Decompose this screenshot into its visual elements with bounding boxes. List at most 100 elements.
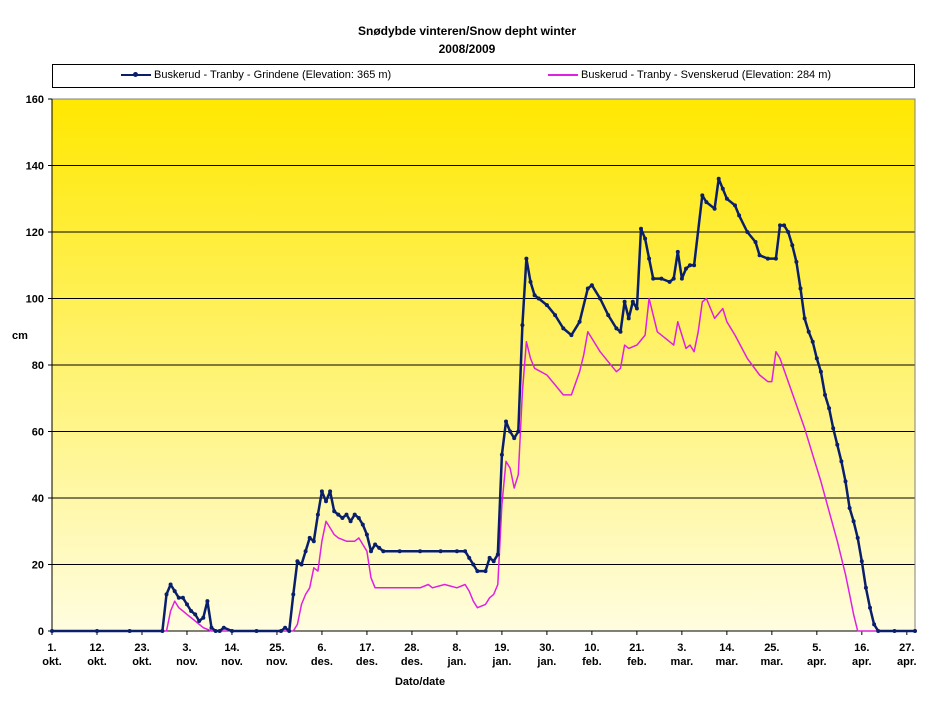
x-tick-day-label-16: 25. [764, 642, 779, 654]
series-0-point-9 [185, 602, 189, 607]
x-tick-month-label-11: jan. [536, 656, 556, 668]
series-0-point-39 [352, 512, 357, 517]
series-0-point-11 [193, 612, 198, 617]
y-axis-label: cm [12, 330, 28, 342]
series-0-point-53 [471, 562, 476, 567]
x-tick-month-label-12: feb. [582, 656, 602, 668]
series-0-point-132 [872, 622, 877, 627]
series-0-point-87 [651, 276, 656, 281]
series-0-point-67 [532, 293, 537, 298]
x-tick-day-label-18: 16. [854, 642, 869, 654]
legend-entry-grindene: Buskerud - Tranby - Grindene (Elevation:… [121, 69, 391, 81]
series-0-point-46 [381, 549, 386, 554]
series-0-point-84 [639, 226, 643, 231]
series-0-point-92 [679, 276, 684, 281]
series-0-point-97 [704, 200, 709, 205]
series-0-point-18 [221, 625, 226, 630]
series-0-point-48 [418, 549, 423, 554]
series-0-point-40 [356, 516, 361, 520]
series-0-point-85 [643, 236, 648, 241]
series-0-point-10 [189, 609, 194, 613]
legend-label-svenskerud: Buskerud - Tranby - Svenskerud (Elevatio… [581, 69, 832, 82]
y-tick-label-0: 0 [38, 626, 44, 638]
x-tick-month-label-13: feb. [627, 656, 647, 668]
x-tick-month-label-10: jan. [491, 656, 511, 668]
y-tick-label-20: 20 [32, 560, 44, 572]
series-line-1 [52, 297, 915, 632]
series-0-point-61 [508, 429, 513, 434]
series-0-point-16 [213, 629, 218, 633]
series-0-point-102 [733, 203, 737, 208]
x-tick-month-label-1: okt. [87, 656, 107, 668]
series-0-point-81 [626, 316, 631, 321]
x-tick-month-label-18: apr. [852, 656, 872, 668]
series-0-point-134 [892, 629, 897, 633]
series-0-point-55 [483, 569, 488, 574]
x-tick-month-label-15: mar. [716, 656, 739, 668]
x-tick-day-label-14: 3. [677, 642, 686, 654]
series-0-point-31 [319, 489, 324, 494]
series-0-point-116 [806, 329, 811, 334]
series-0-point-107 [765, 256, 770, 261]
x-tick-day-label-13: 21. [629, 642, 644, 654]
series-0-point-50 [454, 549, 459, 554]
series-0-point-93 [684, 266, 688, 271]
series-0-point-127 [851, 519, 856, 524]
series-0-point-111 [786, 230, 791, 234]
series-0-point-37 [344, 512, 349, 517]
series-0-point-57 [491, 559, 496, 564]
series-0-point-21 [279, 629, 283, 633]
series-0-point-6 [172, 589, 177, 594]
series-0-point-42 [364, 532, 369, 537]
x-tick-day-label-10: 19. [494, 642, 509, 654]
series-0-point-33 [328, 489, 333, 494]
series-0-point-66 [528, 279, 533, 284]
series-0-point-76 [598, 296, 603, 301]
series-0-point-112 [790, 243, 795, 248]
legend-swatch-grindene [121, 72, 151, 78]
series-0-point-62 [512, 436, 517, 441]
y-tick-label-160: 160 [26, 94, 44, 106]
series-0-point-94 [688, 263, 692, 268]
series-0-point-99 [716, 176, 721, 181]
series-0-point-82 [630, 299, 635, 304]
chart-legend: Buskerud - Tranby - Grindene (Elevation:… [52, 64, 915, 88]
series-0-point-105 [753, 240, 758, 244]
y-tick-label-140: 140 [26, 161, 44, 173]
series-0-point-44 [373, 542, 378, 547]
series-0-point-91 [675, 249, 680, 254]
series-0-point-129 [859, 559, 864, 564]
series-0-point-38 [348, 519, 353, 524]
series-0-point-34 [332, 509, 337, 514]
series-0-point-119 [818, 369, 823, 374]
series-0-point-49 [438, 549, 443, 554]
series-0-point-126 [847, 506, 852, 510]
x-tick-day-label-9: 8. [452, 642, 461, 654]
series-0-point-90 [671, 276, 676, 281]
series-0-point-45 [377, 545, 382, 550]
series-0-point-108 [773, 256, 778, 261]
series-0-point-59 [499, 452, 504, 457]
x-tick-month-label-14: mar. [671, 656, 694, 668]
series-0-point-24 [291, 592, 296, 597]
series-0-point-63 [516, 429, 521, 434]
series-0-point-51 [463, 549, 468, 554]
series-0-point-98 [712, 206, 717, 211]
legend-entry-svenskerud: Buskerud - Tranby - Svenskerud (Elevatio… [548, 69, 831, 81]
series-0-point-60 [504, 419, 508, 424]
series-0-point-68 [536, 296, 541, 301]
chart-title: Snødybde vinteren/Snow depht winter [357, 24, 576, 38]
series-line-0 [52, 177, 915, 633]
series-0-point-3 [160, 629, 165, 633]
x-tick-day-label-17: 5. [812, 642, 821, 654]
x-tick-month-label-8: des. [401, 656, 423, 668]
x-tick-month-label-17: apr. [807, 656, 827, 668]
x-tick-month-label-19: apr. [897, 656, 917, 668]
series-0-point-100 [720, 186, 725, 191]
series-0-point-14 [205, 599, 210, 604]
series-0-point-64 [520, 323, 525, 328]
series-0-point-71 [561, 326, 566, 331]
x-axis-label: Dato/date [395, 676, 445, 688]
series-0-point-79 [618, 329, 623, 334]
series-0-point-41 [360, 522, 365, 527]
